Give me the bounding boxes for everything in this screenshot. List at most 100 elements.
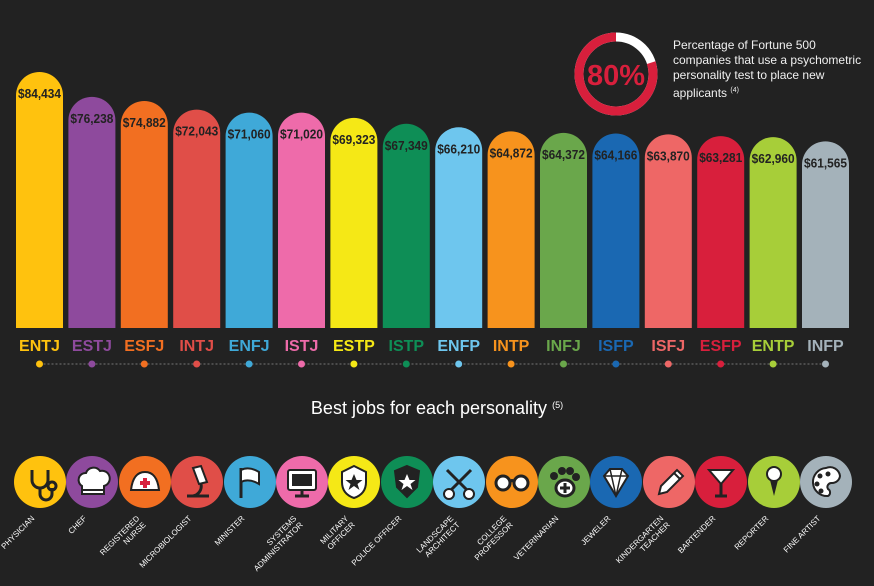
bar-value-label: $63,281 <box>699 150 742 165</box>
pencil-icon <box>642 456 695 508</box>
bar-enfj <box>225 112 273 328</box>
category-label: ISTP <box>389 338 425 355</box>
bar-enfp <box>435 127 483 328</box>
garden-shears-icon <box>433 456 486 508</box>
job-item: CHEF <box>66 456 119 586</box>
bar-value-label: $69,323 <box>332 132 375 147</box>
job-item: BARTENDER <box>676 456 748 586</box>
bar-esfj <box>120 100 168 328</box>
category-dot <box>140 360 148 368</box>
category-dot <box>193 360 201 368</box>
category-dot <box>455 360 463 368</box>
job-item: VETERINARIAN <box>512 456 590 586</box>
palette-icon <box>800 456 852 508</box>
category-dot <box>350 360 358 368</box>
glasses-icon <box>485 456 538 508</box>
jobs-title-text: Best jobs for each personality <box>310 398 548 418</box>
diamond-icon <box>590 456 643 508</box>
job-item: JEWELER <box>580 456 643 586</box>
category-dot <box>612 360 620 368</box>
category-label: ESFP <box>700 338 742 355</box>
percentage-value: 80% <box>587 60 645 92</box>
job-item: SYSTEMS ADMINISTRATOR <box>252 456 328 586</box>
bar-infj <box>540 132 587 328</box>
category-label: ESFJ <box>124 338 164 355</box>
job-item: FINE ARTIST <box>782 456 852 586</box>
bar-istj <box>278 112 325 328</box>
stethoscope-icon <box>14 456 66 508</box>
police-badge-icon <box>380 456 433 508</box>
jobs-title-footnote: (5) <box>552 400 564 410</box>
bar-infp <box>802 141 849 328</box>
category-label: ISFJ <box>651 338 685 355</box>
job-item: PHYSICIAN <box>0 456 66 586</box>
job-item: MILITARY OFFICER <box>319 456 381 586</box>
job-item: POLICE OFFICER <box>350 456 433 586</box>
stat-description: Percentage of Fortune 500 companies that… <box>673 38 862 100</box>
bar-value-label: $76,238 <box>70 111 113 126</box>
category-label: ENTP <box>752 338 795 355</box>
bar-value-label: $64,872 <box>490 145 533 160</box>
job-item: COLLEGE PROFESSOR <box>472 456 538 586</box>
bar-value-label: $63,870 <box>647 148 690 163</box>
category-label: INFJ <box>546 338 581 355</box>
category-dot <box>507 360 515 368</box>
category-dot <box>717 360 725 368</box>
bar-esfp <box>697 136 745 328</box>
jobs-row: PHYSICIAN CHEF REGISTERED NURSE MICROBIOLOG… <box>0 456 874 586</box>
bar-intp <box>487 131 535 328</box>
category-label: ISFP <box>598 338 634 355</box>
job-item: REGISTERED NURSE <box>98 456 171 586</box>
category-dot <box>560 360 567 368</box>
job-item: LANDSCAPE ARCHITECT <box>415 456 486 586</box>
category-dot <box>245 360 253 368</box>
category-dot <box>36 360 43 368</box>
bar-value-label: $66,210 <box>437 141 480 156</box>
chef-hat-icon <box>66 456 119 508</box>
bar-estj <box>68 96 116 328</box>
jobs-section-title: Best jobs for each personality (5) <box>0 398 874 419</box>
category-dot <box>88 360 96 368</box>
bar-value-label: $64,372 <box>542 147 585 162</box>
fortune-500-stat: 80% Percentage of Fortune 500 companies … <box>572 30 872 116</box>
bar-value-label: $64,166 <box>594 147 637 162</box>
job-item: MICROBIOLOGIST <box>138 456 224 586</box>
bar-isfp <box>592 133 640 328</box>
bar-intj <box>173 109 221 328</box>
job-item: REPORTER <box>732 456 800 586</box>
category-label: ISTJ <box>285 338 319 355</box>
bar-value-label: $62,960 <box>752 151 795 166</box>
paw-icon <box>538 456 590 508</box>
bar-estp <box>330 117 378 328</box>
bar-value-label: $61,565 <box>804 155 847 170</box>
military-badge-icon <box>328 456 381 508</box>
category-dot <box>402 360 410 368</box>
bar-value-label: $71,020 <box>280 127 323 142</box>
category-label: INTP <box>493 338 530 355</box>
cocktail-icon <box>695 456 748 508</box>
bar-isfj <box>644 134 692 328</box>
bar-value-label: $84,434 <box>18 86 62 101</box>
category-label: ENTJ <box>19 338 60 355</box>
category-dot <box>769 360 777 368</box>
category-label: ENFJ <box>229 338 270 355</box>
bar-entp <box>749 137 797 328</box>
microscope-icon <box>171 456 224 508</box>
job-item: MINISTER <box>213 456 276 586</box>
category-dot <box>822 360 829 368</box>
percentage-ring: 80% <box>574 32 658 116</box>
category-label: ESTJ <box>72 338 112 355</box>
bar-entj <box>16 71 63 328</box>
category-label: ESTP <box>333 338 375 355</box>
salary-bar-chart: $84,434 ENTJ $76,238 ESTJ $74,882 ESFJ $72,043… <box>16 71 849 368</box>
flag-icon <box>223 456 276 508</box>
bar-istp <box>382 123 430 328</box>
category-dot <box>664 360 672 368</box>
bar-value-label: $67,349 <box>385 138 428 153</box>
category-dot <box>298 360 305 368</box>
stat-footnote: (4) <box>730 87 739 94</box>
computer-monitor-icon <box>276 456 328 508</box>
category-label: INFP <box>807 338 844 355</box>
nurse-cap-icon <box>118 456 171 508</box>
bar-value-label: $71,060 <box>228 127 271 142</box>
